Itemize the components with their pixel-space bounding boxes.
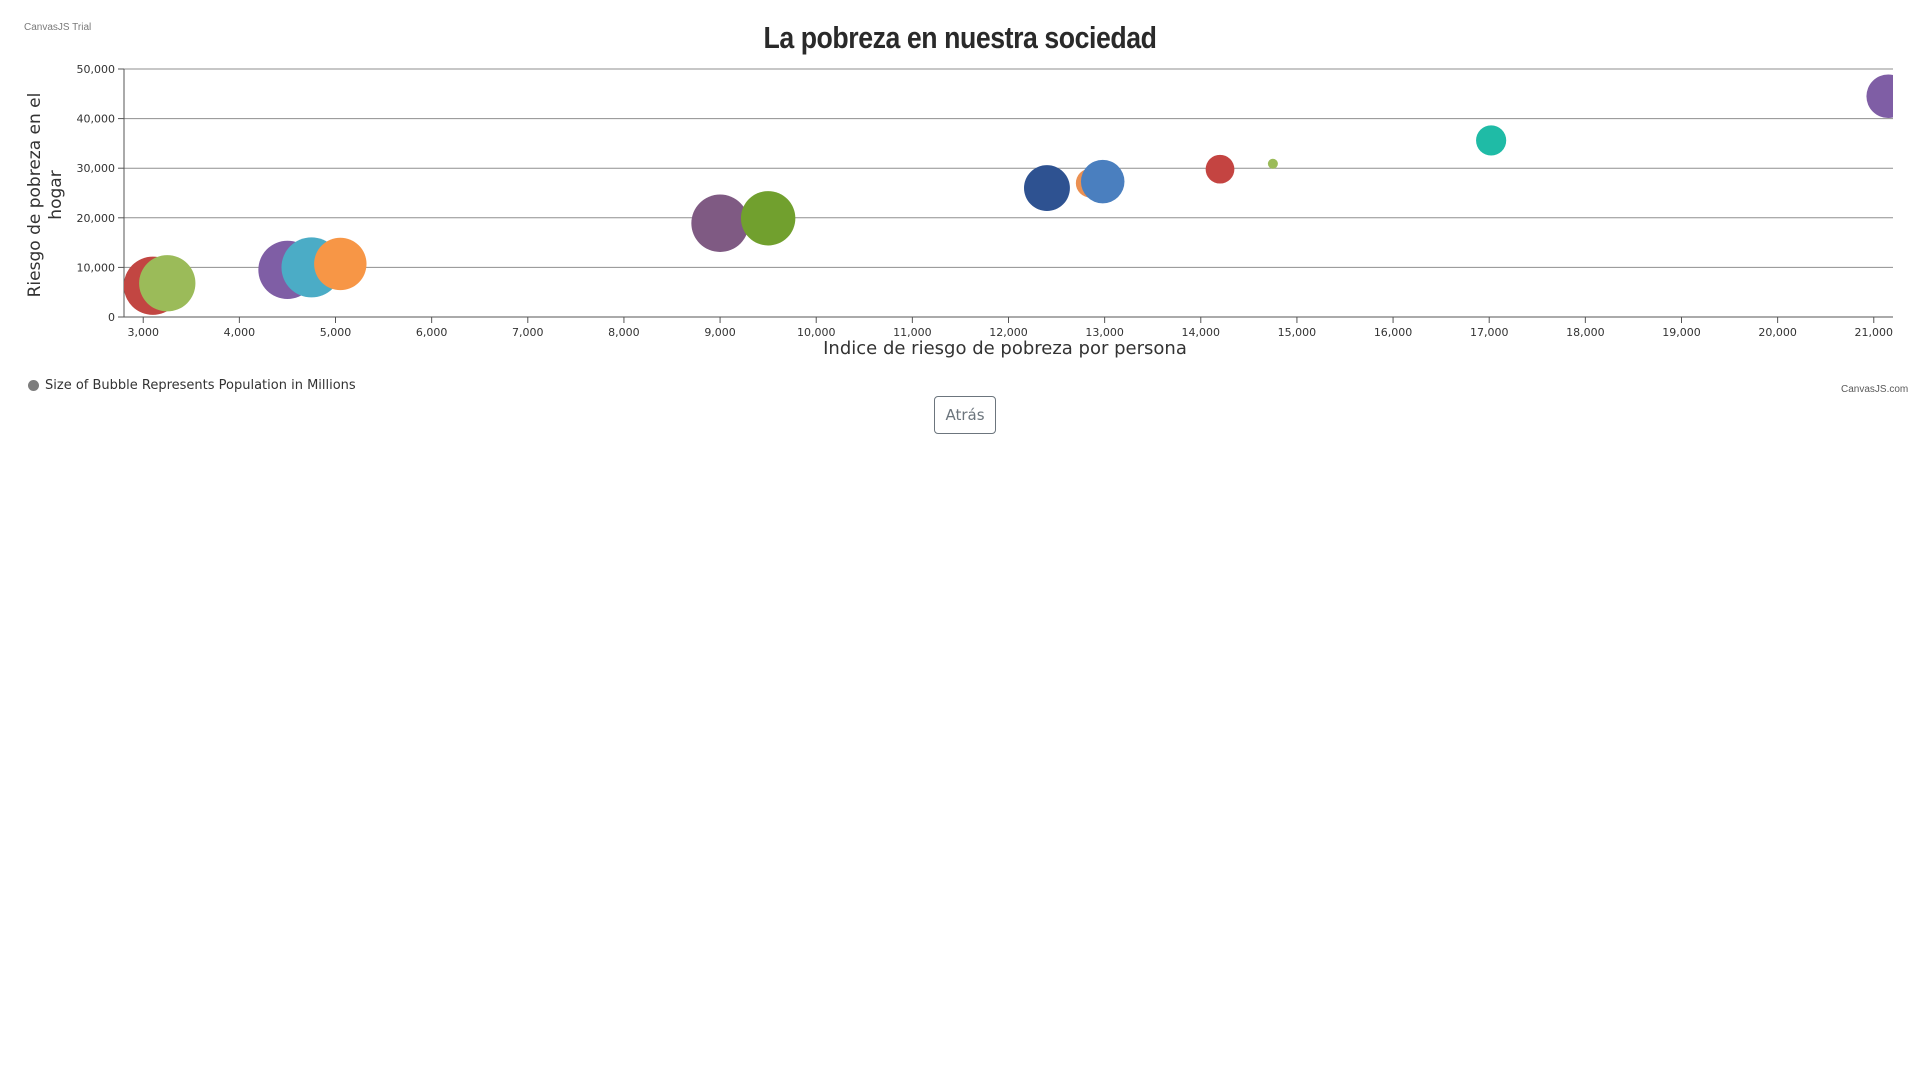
bubble-11[interactable] [1080,159,1125,204]
legend[interactable]: Size of Bubble Represents Population in … [28,378,356,393]
x-tick-label: 5,000 [320,326,352,339]
y-tick-label: 50,000 [77,63,116,76]
x-tick-label: 14,000 [1182,326,1221,339]
bubble-chart: 0 10,000 20,000 30,000 40,000 50,000 3,000 4,0… [77,63,1910,339]
x-tick-label: 13,000 [1085,326,1124,339]
x-tick-label: 7,000 [512,326,544,339]
x-tick-label: 15,000 [1278,326,1317,339]
x-tick-label: 21,000 [1855,326,1894,339]
bubble-9[interactable] [1024,165,1070,211]
axes [118,68,1893,323]
legend-marker [28,380,39,391]
grid-lines [124,68,1893,268]
bubble-13[interactable] [1267,158,1278,169]
x-tick-label: 18,000 [1566,326,1605,339]
x-tick-label: 3,000 [127,326,159,339]
bubble-15[interactable] [1866,74,1910,119]
trial-watermark: CanvasJS Trial [24,22,92,33]
x-tick-label: 17,000 [1470,326,1509,339]
x-axis-title: Indice de riesgo de pobreza por persona [823,338,1187,359]
x-tick-label: 16,000 [1374,326,1413,339]
x-tick-label: 4,000 [224,326,256,339]
x-tick-label: 8,000 [608,326,640,339]
legend-label: Size of Bubble Represents Population in … [45,378,356,393]
y-tick-label: 20,000 [77,212,116,225]
x-tick-labels: 3,000 4,000 5,000 6,000 7,000 8,000 9,000 10,00… [127,326,1893,339]
bubbles [124,74,1910,315]
back-button[interactable]: Atrás [934,396,996,434]
bubble-3[interactable] [139,255,196,312]
y-tick-label: 10,000 [77,261,116,274]
credit-link[interactable]: CanvasJS.com [1841,384,1909,395]
x-tick-label: 12,000 [989,326,1028,339]
bubble-12[interactable] [1205,154,1235,184]
y-tick-label: 0 [108,311,115,324]
bubble-6[interactable] [314,237,367,291]
x-tick-label: 19,000 [1662,326,1701,339]
bubble-8[interactable] [740,191,796,246]
x-tick-label: 10,000 [797,326,836,339]
bubble-7[interactable] [691,194,749,252]
bubble-14[interactable] [1476,125,1507,156]
y-tick-labels: 0 10,000 20,000 30,000 40,000 50,000 [77,63,116,324]
chart-title: La pobreza en nuestra sociedad [763,20,1157,55]
y-tick-label: 40,000 [77,113,116,126]
x-tick-label: 9,000 [704,326,736,339]
x-tick-label: 11,000 [893,326,932,339]
x-tick-label: 20,000 [1758,326,1797,339]
x-tick-label: 6,000 [416,326,448,339]
y-tick-label: 30,000 [77,162,116,175]
